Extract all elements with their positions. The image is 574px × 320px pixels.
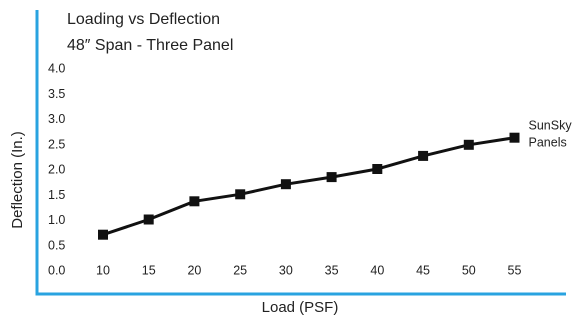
y-tick-label: 3.0 xyxy=(48,112,65,126)
data-point-marker xyxy=(418,150,429,161)
series-name-label: Panels xyxy=(529,136,567,150)
data-point-marker xyxy=(235,189,246,200)
y-tick-label: 4.0 xyxy=(48,62,65,76)
x-tick-label: 10 xyxy=(96,264,110,278)
y-tick-labels: 0.0 0.5 1.0 1.5 2.0 2.5 3.0 3.5 4.0 xyxy=(48,62,65,278)
x-tick-label: 55 xyxy=(508,264,522,278)
y-tick-label: 0.5 xyxy=(48,238,65,252)
x-tick-label: 25 xyxy=(233,264,247,278)
data-point-marker xyxy=(463,139,474,150)
y-tick-label: 0.0 xyxy=(48,264,65,278)
data-point-marker xyxy=(189,196,200,207)
x-tick-labels: 10 15 20 25 30 35 40 45 50 55 xyxy=(96,264,521,278)
x-tick-label: 35 xyxy=(325,264,339,278)
series-layer xyxy=(98,132,520,240)
y-tick-label: 3.5 xyxy=(48,87,65,101)
x-tick-label: 30 xyxy=(279,264,293,278)
x-tick-label: 20 xyxy=(187,264,201,278)
data-point-marker xyxy=(509,132,520,143)
x-tick-label: 15 xyxy=(142,264,156,278)
chart-title: Loading vs Deflection xyxy=(67,11,220,28)
data-point-marker xyxy=(143,214,154,225)
data-point-marker xyxy=(326,172,337,183)
data-point-marker xyxy=(372,164,383,174)
x-tick-label: 50 xyxy=(462,264,476,278)
series-line xyxy=(102,136,515,237)
y-tick-label: 1.5 xyxy=(48,188,65,202)
series-label: SunSky Panels xyxy=(529,119,573,150)
y-axis-label: Deflection (In.) xyxy=(9,131,26,229)
data-point-marker xyxy=(280,179,291,190)
series-name-label: SunSky xyxy=(529,119,573,133)
y-tick-label: 1.0 xyxy=(48,213,65,227)
x-tick-label: 40 xyxy=(370,264,384,278)
chart-subtitle: 48″ Span - Three Panel xyxy=(67,37,233,54)
y-tick-label: 2.5 xyxy=(48,137,65,151)
y-tick-label: 2.0 xyxy=(48,163,65,177)
x-tick-label: 45 xyxy=(416,264,430,278)
x-axis-label: Load (PSF) xyxy=(262,299,339,316)
data-point-marker xyxy=(98,229,108,240)
